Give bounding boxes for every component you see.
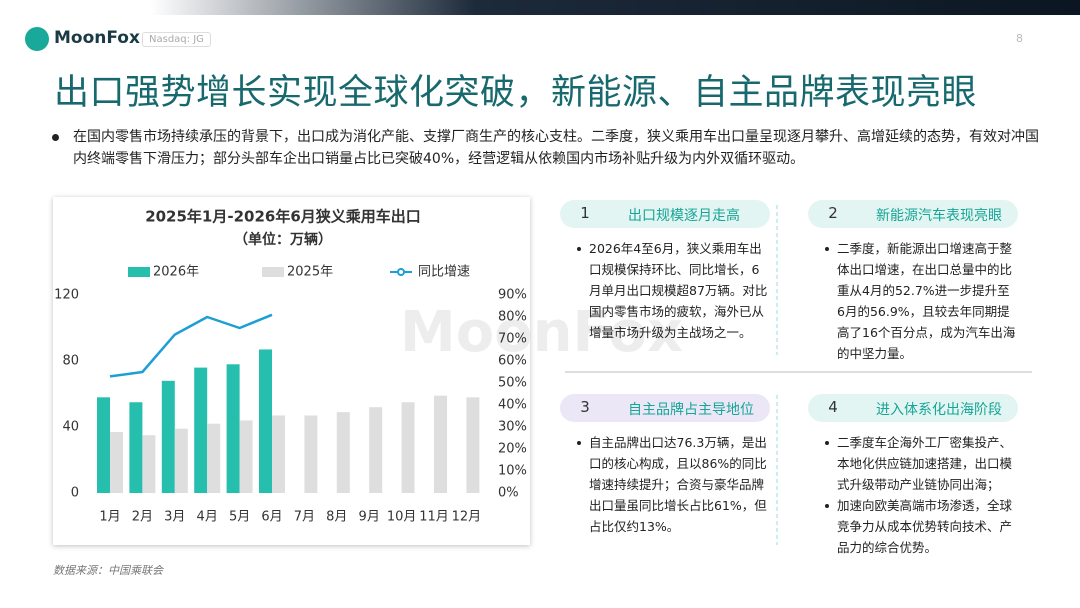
y2-tick-label: 20% bbox=[498, 442, 527, 457]
card-body: 二季度车企海外工厂密集投产、本地化供应链加速搭建，出口模式升级带动产业链协同出海… bbox=[825, 432, 1017, 558]
bar bbox=[194, 367, 208, 493]
y-tick-label: 80 bbox=[62, 354, 79, 369]
bar bbox=[272, 415, 285, 493]
legend-label: 2025年 bbox=[287, 265, 333, 280]
top-bar bbox=[150, 0, 1080, 15]
y2-tick-label: 0% bbox=[498, 486, 519, 501]
bar bbox=[434, 395, 447, 493]
card-header bbox=[808, 200, 1018, 228]
card-header bbox=[560, 200, 770, 228]
x-tick-label: 5月 bbox=[229, 510, 250, 525]
y2-tick-label: 90% bbox=[498, 288, 527, 303]
bar bbox=[161, 380, 175, 493]
logo: MoonFox bbox=[54, 28, 140, 48]
card-bullet: 自主品牌出口达76.3万辆，是出口的核心构成，且以86%的同比增速持续提升；合资… bbox=[577, 432, 769, 537]
line bbox=[109, 313, 273, 378]
bar bbox=[304, 415, 318, 493]
y-tick-label: 120 bbox=[54, 288, 79, 303]
bar bbox=[110, 431, 123, 493]
y-tick-label: 40 bbox=[62, 420, 79, 435]
legend-swatch bbox=[262, 267, 284, 277]
legend-label: 同比增速 bbox=[418, 265, 470, 280]
summary: 在国内零售市场持续承压的背景下，出口成为消化产能、支撑厂商生产的核心支柱。二季度… bbox=[73, 129, 1039, 167]
slide-title: 出口强势增长实现全球化突破，新能源、自主品牌表现亮眼 bbox=[54, 73, 978, 113]
card-body: 二季度，新能源出口增速高于整体出口增速，在出口总量中的比重从4月的52.7%进一… bbox=[825, 238, 1017, 364]
x-tick-label: 6月 bbox=[261, 510, 282, 525]
y2-tick-label: 40% bbox=[498, 398, 527, 413]
card-number: 2 bbox=[828, 204, 838, 222]
card-title: 出口规模逐月走高 bbox=[628, 208, 740, 224]
card-bullet: 二季度车企海外工厂密集投产、本地化供应链加速搭建，出口模式升级带动产业链协同出海… bbox=[825, 432, 1017, 495]
y-tick-label: 0 bbox=[71, 486, 79, 501]
bullet-dot bbox=[52, 134, 59, 141]
x-tick-label: 2月 bbox=[132, 510, 153, 525]
x-tick-label: 12月 bbox=[452, 510, 482, 525]
bar bbox=[336, 412, 350, 493]
chart-subtitle: （单位：万辆） bbox=[234, 231, 332, 248]
y2-tick-label: 10% bbox=[498, 464, 527, 479]
card-title: 进入体系化出海阶段 bbox=[876, 402, 1002, 418]
bar bbox=[129, 402, 143, 493]
bar bbox=[97, 397, 110, 493]
source: 数据来源：中国乘联会 bbox=[53, 564, 163, 577]
card-title: 新能源汽车表现亮眼 bbox=[876, 208, 1002, 224]
x-tick-label: 10月 bbox=[387, 510, 417, 525]
logo-icon bbox=[25, 27, 49, 51]
bar bbox=[239, 420, 253, 493]
card-number: 4 bbox=[828, 398, 838, 416]
chart-box: 2025年1月-2026年6月狭义乘用车出口 （单位：万辆） 0 40 80 120 0… bbox=[53, 197, 530, 545]
card-bullet: 加速向欧美高端市场渗透，全球竞争力从成本优势转向技术、产品力的综合优势。 bbox=[825, 495, 1017, 558]
bar bbox=[226, 364, 240, 493]
watermark: MoonFox bbox=[400, 300, 684, 365]
card-header bbox=[560, 394, 770, 422]
card-bullet: 二季度，新能源出口增速高于整体出口增速，在出口总量中的比重从4月的52.7%进一… bbox=[825, 238, 1017, 364]
ticker: Nasdaq: JG bbox=[142, 32, 211, 47]
bar bbox=[174, 428, 188, 493]
x-tick-label: 1月 bbox=[99, 510, 120, 525]
y2-tick-label: 50% bbox=[498, 376, 527, 391]
chart-title: 2025年1月-2026年6月狭义乘用车出口 bbox=[145, 208, 421, 226]
card-number: 1 bbox=[580, 204, 590, 222]
bar bbox=[369, 407, 383, 493]
bar bbox=[466, 397, 480, 493]
bar bbox=[207, 423, 221, 493]
card-body: 自主品牌出口达76.3万辆，是出口的核心构成，且以86%的同比增速持续提升；合资… bbox=[577, 432, 769, 537]
chart: 2025年1月-2026年6月狭义乘用车出口 （单位：万辆） 0 40 80 120 0… bbox=[54, 208, 527, 525]
card-title: 自主品牌占主导地位 bbox=[628, 402, 754, 418]
y2-tick-label: 70% bbox=[498, 332, 527, 347]
page-number: 8 bbox=[1016, 32, 1023, 45]
y2-tick-label: 30% bbox=[498, 420, 527, 435]
x-tick-label: 3月 bbox=[164, 510, 185, 525]
x-tick-label: 7月 bbox=[294, 510, 315, 525]
y2-tick-label: 80% bbox=[498, 310, 527, 325]
bar bbox=[401, 402, 415, 493]
x-tick-label: 9月 bbox=[359, 510, 380, 525]
card-number: 3 bbox=[580, 398, 590, 416]
bar bbox=[259, 349, 272, 493]
y2-tick-label: 60% bbox=[498, 354, 527, 369]
card-bullet: 2026年4至6月，狭义乘用车出口规模保持环比、同比增长，6月单月出口规模超87… bbox=[577, 238, 769, 343]
legend-swatch bbox=[397, 268, 405, 276]
x-tick-label: 8月 bbox=[326, 510, 347, 525]
x-tick-label: 4月 bbox=[197, 510, 218, 525]
card-body: 2026年4至6月，狭义乘用车出口规模保持环比、同比增长，6月单月出口规模超87… bbox=[577, 238, 769, 343]
legend-label: 2026年 bbox=[153, 265, 199, 280]
x-tick-label: 11月 bbox=[419, 510, 449, 525]
bar bbox=[142, 435, 156, 493]
legend-swatch bbox=[128, 267, 150, 277]
card-header bbox=[808, 394, 1018, 422]
